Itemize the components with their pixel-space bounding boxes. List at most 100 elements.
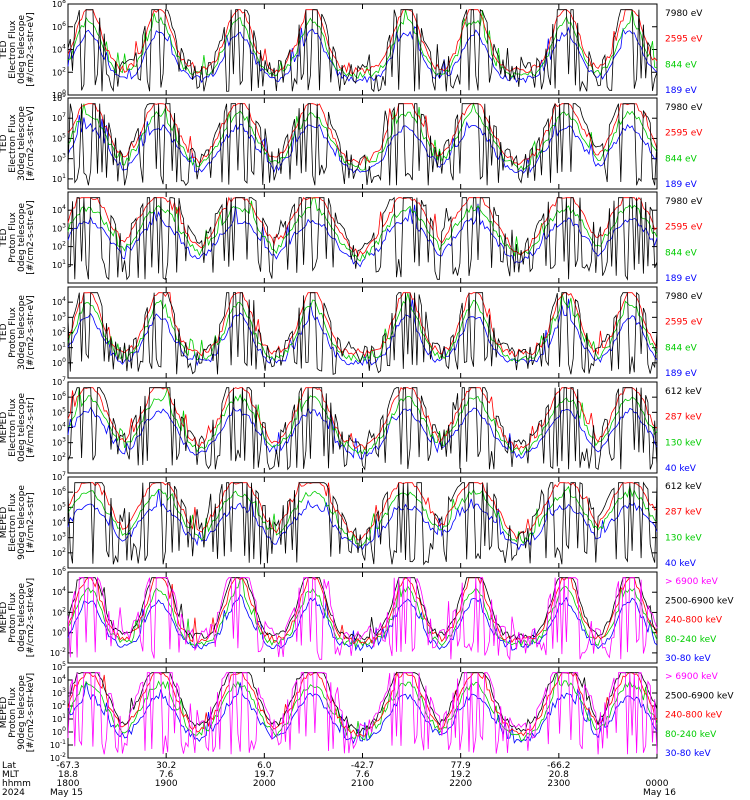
- legend-entry: 2500-6900 keV: [665, 691, 734, 701]
- legend-entry: 40 keV: [665, 559, 697, 569]
- legend-entry: 240-800 keV: [665, 616, 723, 626]
- mlt-label: 7.6: [355, 770, 370, 780]
- time-label: 2200: [449, 779, 472, 789]
- panel-6: 102 103 104 105 106 107 MEPEDElectron Flux90de…: [0, 471, 702, 569]
- y-tick-label: 106: [52, 566, 66, 577]
- y-tick-label: 102: [52, 452, 66, 463]
- legend-entry: 189 eV: [665, 86, 698, 96]
- y-tick-label: 107: [52, 376, 66, 387]
- series-trace: [67, 485, 658, 547]
- y-axis-label: TEDElectron Flux0deg telescope[#/cm2-s-s…: [0, 12, 36, 87]
- legend-entry: 612 keV: [665, 387, 702, 397]
- lat-label: -42.7: [351, 761, 374, 771]
- legend-entry: 844 eV: [665, 343, 698, 353]
- lat-label: -67.3: [56, 761, 79, 771]
- legend-entry: 2595 eV: [665, 223, 703, 233]
- y-tick-label: 102: [52, 66, 66, 77]
- y-axis-label: MEPEDElectron Flux0deg telescope[#/cm2-s…: [0, 393, 36, 463]
- series-trace: [67, 672, 658, 755]
- mlt-label: 19.7: [254, 770, 274, 780]
- y-tick-label: 107: [52, 112, 66, 123]
- y-tick-label: 102: [52, 241, 66, 252]
- y-tick-label: 105: [52, 132, 66, 143]
- y-tick-label: 104: [52, 44, 66, 55]
- y-tick-label: 106: [52, 391, 66, 402]
- y-tick-label: 105: [52, 501, 66, 512]
- mlt-label: 19.2: [451, 770, 471, 780]
- y-tick-label: 108: [52, 0, 66, 9]
- y-tick-label: 101: [52, 173, 66, 184]
- y-tick-label: 100: [52, 357, 66, 368]
- series-trace: [67, 387, 658, 456]
- time-label: 1900: [155, 779, 178, 789]
- lat-label: 6.0: [257, 761, 272, 771]
- y-tick-label: 106: [52, 21, 66, 32]
- mlt-label: 18.8: [58, 770, 78, 780]
- y-tick-label: 102: [52, 606, 66, 617]
- series-trace: [67, 9, 658, 75]
- legend-entry: 844 eV: [665, 248, 698, 258]
- series-trace: [67, 203, 658, 268]
- legend-entry: 130 keV: [665, 533, 702, 543]
- y-tick-label: 103: [52, 687, 66, 698]
- y-tick-label: 103: [52, 311, 66, 322]
- panel-1: 100 102 104 106 108 TEDElectron Flux0deg tele…: [0, 0, 703, 100]
- series-trace: [67, 292, 658, 358]
- lat-label: 30.2: [156, 761, 176, 771]
- legend-entry: 30-80 keV: [665, 654, 711, 664]
- legend-entry: 40 keV: [665, 464, 697, 474]
- series-trace: [67, 671, 658, 742]
- y-tick-label: 104: [52, 674, 66, 685]
- y-tick-label: 103: [52, 153, 66, 164]
- legend-entry: 7980 eV: [665, 197, 703, 207]
- legend-entry: 30-80 keV: [665, 749, 711, 759]
- lat-label: -66.2: [547, 761, 570, 771]
- y-tick-label: 101: [52, 342, 66, 353]
- series-trace: [67, 8, 658, 93]
- mlt-label: 7.6: [159, 770, 174, 780]
- y-axis-label: TEDProton Flux0deg telescope[#/cm2-s-str…: [0, 200, 36, 275]
- series-trace: [67, 681, 658, 745]
- y-axis-label: MEPEDProton Flux0deg telescope[#/cm2-s-s…: [0, 578, 36, 657]
- y-tick-label: 10-2: [50, 647, 66, 658]
- lat-label: 77.9: [451, 761, 471, 771]
- y-tick-label: 10-1: [50, 739, 66, 750]
- y-tick-label: 104: [52, 204, 66, 215]
- series-trace: [67, 9, 658, 79]
- footer-row-label: hhmm: [2, 779, 31, 789]
- y-axis-label: MEPEDProton Flux90deg telescope[#/cm2-s-…: [0, 673, 36, 752]
- legend-entry: 612 keV: [665, 482, 702, 492]
- panel-7: 10-2 100 102 104 106 MEPEDProton Flux0deg tel…: [0, 566, 734, 664]
- time-label: 2000: [253, 779, 276, 789]
- series-trace: [67, 672, 658, 734]
- y-tick-label: 101: [52, 713, 66, 724]
- y-axis-label: TEDProton Flux30deg telescope[#/cm2-s-st…: [0, 295, 36, 370]
- y-tick-label: 103: [52, 532, 66, 543]
- legend-entry: 189 eV: [665, 369, 698, 379]
- y-tick-label: 109: [52, 92, 66, 103]
- series-trace: [67, 406, 658, 460]
- date-start: May 15: [50, 788, 83, 798]
- y-tick-label: 105: [52, 406, 66, 417]
- y-tick-label: 106: [52, 486, 66, 497]
- series-trace: [67, 576, 658, 645]
- y-tick-label: 103: [52, 222, 66, 233]
- y-tick-label: 103: [52, 437, 66, 448]
- y-tick-label: 107: [52, 471, 66, 482]
- legend-entry: 7980 eV: [665, 292, 703, 302]
- series-trace: [67, 387, 658, 471]
- legend-entry: 2500-6900 keV: [665, 596, 734, 606]
- legend-entry: 287 keV: [665, 508, 702, 518]
- legend-entry: 287 keV: [665, 413, 702, 423]
- legend-entry: 844 eV: [665, 60, 698, 70]
- series-trace: [67, 103, 658, 187]
- y-axis-label: TEDElectron Flux30deg telescope[#/cm2-s-…: [0, 106, 36, 181]
- series-trace: [67, 576, 658, 661]
- y-tick-label: 100: [52, 627, 66, 638]
- legend-entry: 240-800 keV: [665, 711, 723, 721]
- legend-entry: 80-240 keV: [665, 635, 717, 645]
- time-label: 2300: [547, 779, 570, 789]
- series-trace: [67, 291, 658, 375]
- footer-row-label: Lat: [2, 761, 17, 771]
- series-trace: [67, 298, 658, 367]
